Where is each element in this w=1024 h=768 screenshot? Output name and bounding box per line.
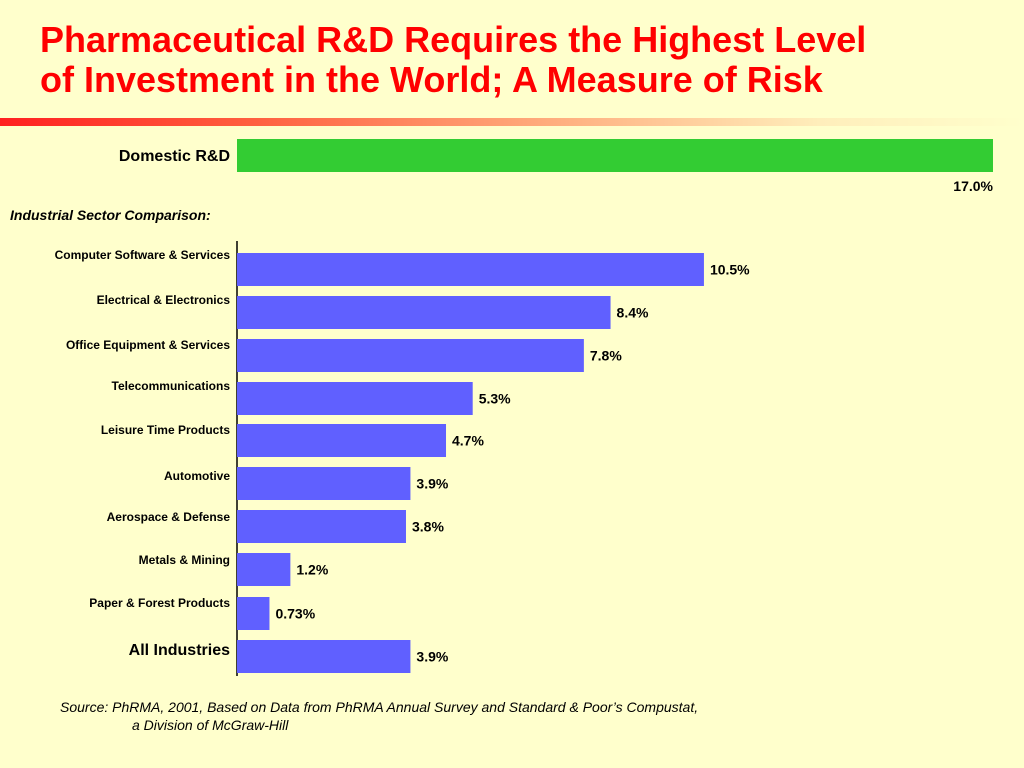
bar-leisure-time-products: [237, 424, 447, 457]
category-label-paper-and-forest-products: Paper & Forest Products: [89, 596, 230, 610]
bar-office-equipment-and-services: [237, 339, 584, 372]
category-label-telecommunications: Telecommunications: [112, 379, 231, 393]
value-label-telecommunications: 5.3%: [479, 391, 511, 407]
value-label-paper-and-forest-products: 0.73%: [275, 606, 315, 622]
category-label-automotive: Automotive: [164, 469, 230, 483]
bar-electrical-and-electronics: [237, 296, 611, 329]
category-label-metals-and-mining: Metals & Mining: [139, 553, 230, 567]
value-label-leisure-time-products: 4.7%: [452, 433, 484, 449]
value-label-office-equipment-and-services: 7.8%: [590, 348, 622, 364]
value-label-domestic-randd: 17.0%: [953, 178, 993, 194]
bar-paper-and-forest-products: [237, 597, 270, 630]
category-label-aerospace-and-defense: Aerospace & Defense: [107, 510, 231, 524]
chart-title-line-1: Pharmaceutical R&D Requires the Highest …: [40, 19, 867, 60]
category-label-leisure-time-products: Leisure Time Products: [101, 423, 230, 437]
category-label-all-industries: All Industries: [129, 642, 230, 659]
source-line-1: Source: PhRMA, 2001, Based on Data from …: [60, 699, 699, 715]
bar-metals-and-mining: [237, 553, 291, 586]
category-label-computer-software-and-services: Computer Software & Services: [55, 248, 231, 262]
bar-telecommunications: [237, 382, 473, 415]
value-label-automotive: 3.9%: [416, 476, 448, 492]
section-label: Industrial Sector Comparison:: [10, 207, 211, 223]
source-note: Source: PhRMA, 2001, Based on Data from …: [60, 698, 960, 734]
value-label-metals-and-mining: 1.2%: [296, 562, 328, 578]
bar-all-industries: [237, 640, 411, 673]
bar-automotive: [237, 467, 411, 500]
title-divider: [0, 118, 1024, 126]
bar-domestic-randd: [237, 139, 993, 172]
value-label-aerospace-and-defense: 3.8%: [412, 519, 444, 535]
value-label-electrical-and-electronics: 8.4%: [617, 305, 649, 321]
chart-title: Pharmaceutical R&D Requires the Highest …: [40, 20, 1000, 100]
chart-title-line-2: of Investment in the World; A Measure of…: [40, 59, 823, 100]
value-label-computer-software-and-services: 10.5%: [710, 262, 750, 278]
source-line-2: a Division of McGraw-Hill: [132, 717, 289, 733]
bar-computer-software-and-services: [237, 253, 704, 286]
category-label-domestic-randd: Domestic R&D: [119, 148, 230, 165]
category-label-electrical-and-electronics: Electrical & Electronics: [97, 293, 231, 307]
value-label-all-industries: 3.9%: [416, 649, 448, 665]
bar-aerospace-and-defense: [237, 510, 406, 543]
category-label-office-equipment-and-services: Office Equipment & Services: [66, 338, 230, 352]
